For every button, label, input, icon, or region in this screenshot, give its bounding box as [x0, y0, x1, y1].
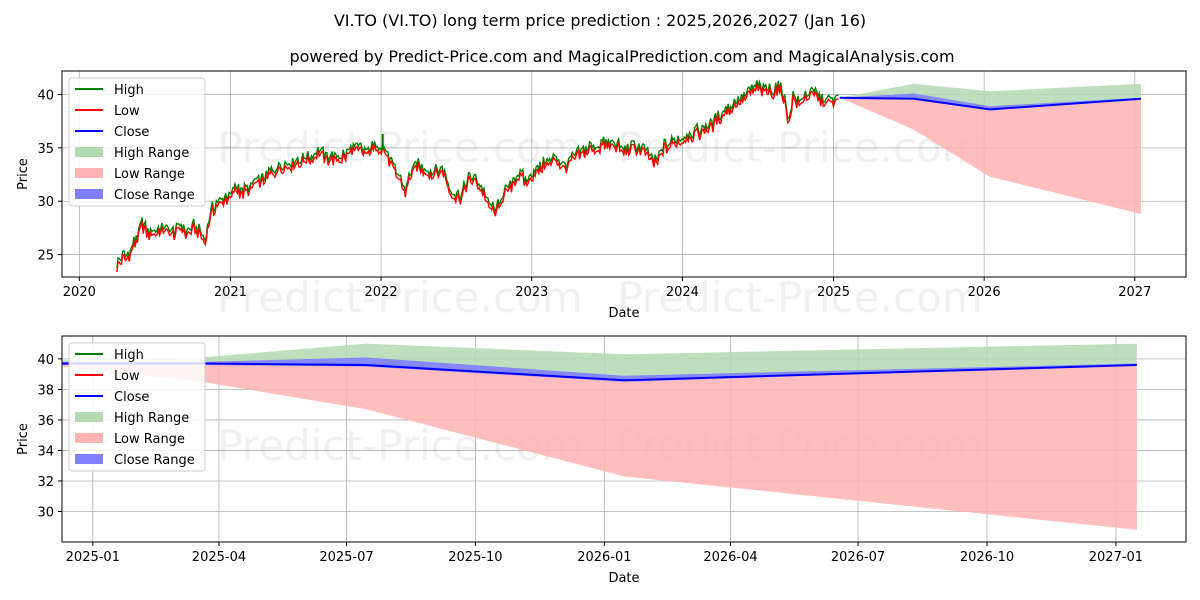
legend-patch-swatch — [75, 412, 103, 422]
y-tick-label: 38 — [37, 383, 54, 398]
legend-patch-swatch — [75, 433, 103, 443]
legend-label: Low Range — [114, 167, 185, 182]
low-range-band — [839, 97, 1141, 214]
plot-area — [116, 79, 1142, 272]
close-range-band — [62, 357, 1137, 382]
y-tick-label: 34 — [37, 444, 54, 459]
legend-label: High Range — [114, 411, 189, 426]
y-tick-label: 32 — [37, 475, 54, 490]
y-tick-label: 36 — [37, 414, 54, 429]
plot-frame — [61, 70, 1187, 278]
high-history-line — [116, 79, 839, 269]
legend-label: Low — [114, 104, 140, 119]
x-tick-label: 2026-04 — [703, 550, 757, 565]
chart-title: VI.TO (VI.TO) long term price prediction… — [334, 11, 866, 30]
x-tick-label: 2027-01 — [1089, 550, 1143, 565]
x-tick-label: 2025-01 — [66, 550, 120, 565]
y-tick-label: 30 — [37, 195, 54, 210]
y-axis-label: Price — [16, 158, 31, 190]
x-tick-label: 2025-10 — [448, 550, 502, 565]
x-tick-label: 2024 — [666, 285, 699, 300]
legend-label: Close Range — [114, 453, 195, 468]
x-tick-label: 2021 — [214, 285, 247, 300]
y-tick-label: 40 — [37, 353, 54, 368]
x-tick-label: 2026-01 — [577, 550, 631, 565]
y-tick-label: 25 — [37, 249, 54, 264]
close-range-band — [839, 93, 1141, 111]
legend-patch-swatch — [75, 454, 103, 464]
x-axis-label: Date — [608, 306, 639, 321]
legend-label: Close Range — [114, 188, 195, 203]
x-tick-label: 2025 — [817, 285, 850, 300]
legend-patch-swatch — [75, 189, 103, 199]
top-chart-panel: Predict-Price.com Predict-Price.com Predic… — [16, 70, 1187, 322]
watermark-text: Predict-Price.com — [217, 123, 582, 172]
watermark-text: Predict-Price.com — [217, 273, 582, 322]
bottom-chart-panel: Predict-Price.comPredict-Price.com2025-0… — [16, 335, 1187, 586]
legend-label: Close — [114, 125, 149, 140]
x-tick-label: 2025-04 — [192, 550, 246, 565]
legend-label: Low — [114, 369, 140, 384]
legend-label: High — [114, 83, 144, 98]
legend-label: Low Range — [114, 432, 185, 447]
legend-label: High — [114, 348, 144, 363]
legend: High Low Close High Range Low Range Close Ran… — [68, 77, 206, 207]
low-history-line — [116, 82, 839, 272]
chart-subtitle: powered by Predict-Price.com and Magical… — [289, 47, 954, 66]
legend-label: High Range — [114, 146, 189, 161]
x-tick-label: 2026 — [968, 285, 1001, 300]
x-tick-label: 2022 — [365, 285, 398, 300]
y-tick-label: 40 — [37, 88, 54, 103]
x-tick-label: 2020 — [63, 285, 96, 300]
x-tick-label: 2023 — [515, 285, 548, 300]
y-tick-label: 35 — [37, 142, 54, 157]
plot-frame — [61, 335, 1187, 543]
x-tick-label: 2025-07 — [319, 550, 373, 565]
low-range-band — [62, 363, 1137, 530]
watermark-text: Predict-Price.com — [617, 273, 982, 322]
x-tick-label: 2026-07 — [831, 550, 885, 565]
legend-label: Close — [114, 390, 149, 405]
close-forecast-line — [839, 96, 1142, 111]
legend-patch-swatch — [75, 168, 103, 178]
x-tick-label: 2027 — [1118, 285, 1151, 300]
x-tick-label: 2026-10 — [960, 550, 1014, 565]
y-tick-label: 30 — [37, 505, 54, 520]
legend: High Low Close High Range Low Range Close Ran… — [68, 342, 206, 472]
x-axis-label: Date — [608, 571, 639, 586]
legend-patch-swatch — [75, 147, 103, 157]
y-axis-label: Price — [16, 423, 31, 455]
